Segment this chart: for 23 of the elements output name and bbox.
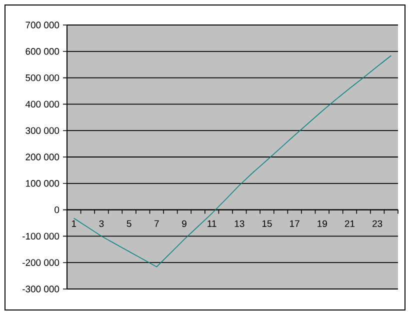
x-tick-label: 1 xyxy=(72,220,76,227)
x-tick-label: 9 xyxy=(182,220,186,228)
y-tick-label: 100 000 xyxy=(26,180,60,187)
x-tick-label: 5 xyxy=(126,220,132,227)
x-tick-label: 21 xyxy=(344,220,355,227)
y-tick-label: -300 000 xyxy=(22,286,60,292)
x-tick-label: 7 xyxy=(154,220,159,227)
x-tick-label: 13 xyxy=(234,220,244,228)
y-tick-label: 200 000 xyxy=(26,154,60,160)
y-tick-label: -200 000 xyxy=(22,259,60,266)
x-tick-label: 3 xyxy=(99,220,104,228)
y-tick-label: -100 000 xyxy=(22,232,60,240)
y-tick-label: 300 000 xyxy=(26,127,60,134)
x-tick-label: 17 xyxy=(290,220,300,227)
x-tick-label: 19 xyxy=(318,220,327,228)
y-tick-label: 700 000 xyxy=(26,22,60,28)
x-tick-label: 11 xyxy=(208,220,216,227)
x-tick-label: 23 xyxy=(372,220,382,228)
y-tick-label: 600 000 xyxy=(26,48,60,55)
y-tick-label: 0 xyxy=(54,206,60,214)
y-tick-label: 400 000 xyxy=(25,100,60,108)
x-tick-label: 15 xyxy=(262,220,272,227)
y-tick-label: 500 000 xyxy=(26,74,60,82)
